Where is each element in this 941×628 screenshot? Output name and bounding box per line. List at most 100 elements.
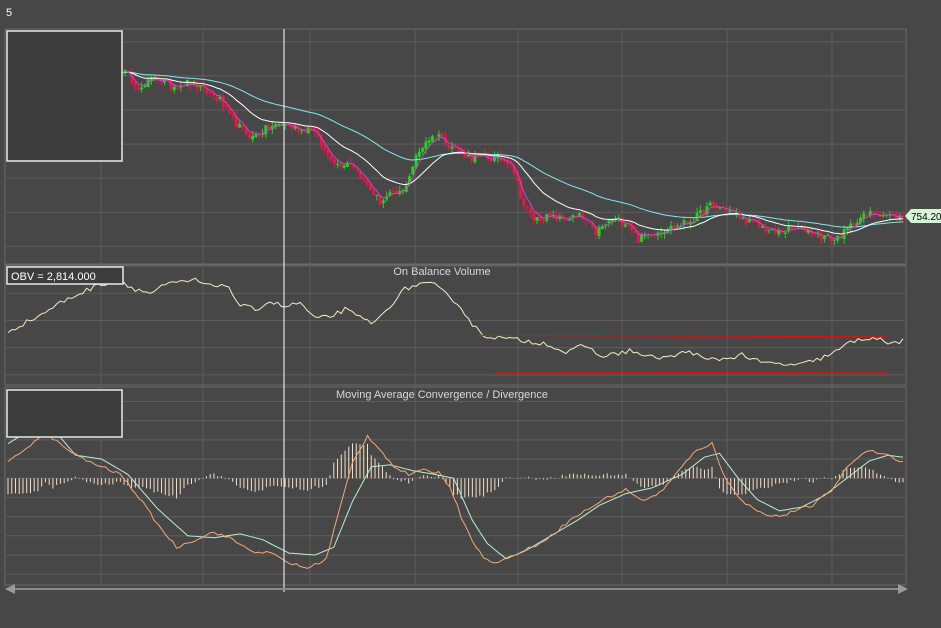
candle-down [591, 223, 595, 227]
scroll-left-icon[interactable] [5, 584, 15, 594]
candle-up [401, 190, 405, 192]
candle-up [493, 156, 497, 161]
candle-down [391, 190, 395, 192]
candle-down [715, 204, 719, 208]
candle-down [372, 190, 376, 196]
macd-plot-area[interactable] [7, 423, 904, 569]
candle-up [705, 206, 709, 215]
candle-down [394, 190, 398, 194]
candle-down [515, 173, 519, 182]
candle-up [604, 224, 608, 226]
candle-down [319, 135, 323, 147]
candle-up [437, 134, 441, 137]
candle-up [274, 124, 278, 127]
candle-down [564, 220, 568, 222]
candle-down [355, 168, 359, 171]
candle-down [234, 115, 238, 127]
candle-down [470, 153, 474, 162]
candle-down [489, 159, 493, 162]
candle-up [747, 219, 751, 223]
candle-up [783, 232, 787, 235]
candle-down [457, 147, 461, 152]
candle-down [627, 223, 631, 225]
candle-up [140, 87, 144, 90]
candle-up [179, 85, 183, 88]
candle-down [636, 231, 640, 243]
candle-down [244, 127, 248, 134]
signal-line [7, 423, 904, 560]
candle-up [375, 194, 379, 196]
candle-down [751, 219, 755, 221]
horizontal-scrollbar[interactable] [5, 584, 908, 594]
candle-up [845, 227, 849, 230]
candle-up [300, 130, 304, 132]
candle-up [417, 151, 421, 157]
candle-up [571, 215, 575, 219]
candle-up [473, 155, 477, 163]
candle-up [430, 136, 434, 142]
candle-up [381, 200, 385, 203]
candle-down [176, 88, 180, 90]
candle-up [806, 230, 810, 233]
candle-down [326, 149, 330, 155]
candle-up [198, 84, 202, 88]
candle-down [208, 92, 212, 94]
candle-up [427, 140, 431, 143]
candle-up [640, 234, 644, 242]
last-price-label: 754.20 [911, 212, 941, 223]
scroll-right-icon[interactable] [898, 584, 908, 594]
candle-up [708, 202, 712, 206]
macd-panel-title: Moving Average Convergence / Divergence [336, 389, 548, 401]
candle-down [362, 177, 366, 179]
candle-up [862, 213, 866, 219]
price-plot-area[interactable] [120, 68, 905, 246]
obv-plot-area[interactable] [7, 277, 904, 374]
obv-panel-frame [4, 264, 907, 386]
candle-down [506, 159, 510, 164]
candle-down [499, 154, 503, 161]
candle-up [293, 126, 297, 129]
candle-down [685, 220, 689, 224]
candle-up [385, 196, 389, 200]
candle-down [225, 105, 229, 108]
candle-up [832, 239, 836, 241]
candle-down [738, 213, 742, 219]
candle-down [463, 152, 467, 158]
obv-info-box: OBV = 2,814.000 [6, 266, 124, 285]
candle-down [332, 159, 336, 164]
ema50-line [121, 71, 904, 228]
candle-down [329, 155, 333, 161]
candle-up [238, 123, 242, 128]
candle-down [774, 229, 778, 233]
candle-down [542, 219, 546, 222]
obv-value: OBV = 2,814.000 [11, 271, 96, 283]
price-panel-frame [4, 28, 907, 265]
candle-up [643, 235, 647, 237]
candle-up [162, 79, 166, 83]
candle-up [408, 176, 412, 185]
candle-up [728, 210, 732, 212]
candle-up [718, 207, 722, 209]
candle-down [872, 211, 876, 214]
candle-up [336, 164, 340, 166]
candle-up [424, 141, 428, 149]
candle-down [303, 131, 307, 133]
candle-up [597, 228, 601, 237]
candle-down [133, 81, 137, 87]
candle-up [787, 226, 791, 232]
candle-up [411, 166, 415, 175]
candle-down [538, 216, 542, 221]
candle-up [610, 219, 614, 222]
candle-down [810, 230, 814, 235]
candle-down [711, 202, 715, 206]
candle-up [143, 85, 147, 88]
candle-down [502, 160, 506, 162]
candle-down [352, 164, 356, 168]
price-info-box [6, 30, 123, 162]
candle-down [813, 233, 817, 236]
candle-up [414, 155, 418, 168]
candle-down [764, 227, 768, 232]
candle-down [476, 154, 480, 156]
candle-down [323, 145, 327, 150]
